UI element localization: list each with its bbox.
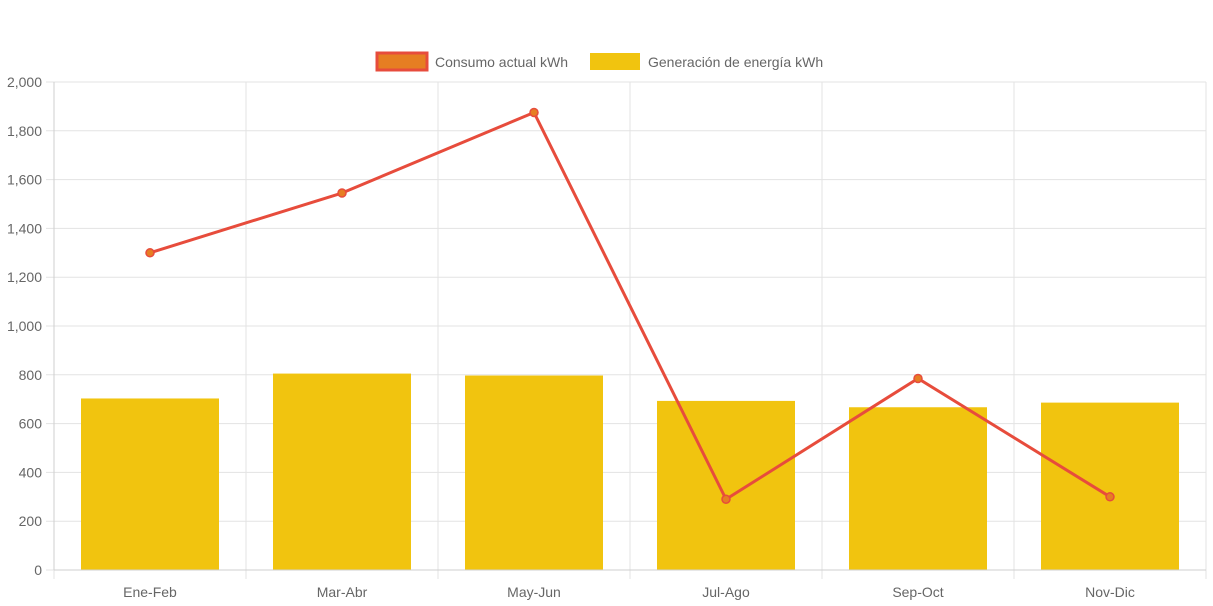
legend-item-bar[interactable]: Generación de energía kWh [590, 53, 823, 70]
axes: 0 200 400 600 800 1,000 1,200 1,400 1,600 1,800 2,… [7, 74, 1206, 600]
y-tick-label: 600 [19, 416, 43, 432]
legend-item-line[interactable]: Consumo actual kWh [375, 51, 568, 72]
y-tick-label: 1,400 [7, 220, 42, 236]
line-point-nov-dic[interactable] [1105, 492, 1115, 502]
bar-jul-ago[interactable] [657, 400, 795, 570]
bar-mar-abr[interactable] [273, 373, 411, 570]
line-point-may-jun[interactable] [529, 107, 539, 118]
line-point-ene-feb[interactable] [145, 248, 155, 258]
y-tick-label: 200 [19, 513, 43, 529]
legend[interactable]: Consumo actual kWh Generación de energía… [375, 51, 823, 72]
y-tick-label: 1,000 [7, 318, 42, 334]
x-tick-label: Ene-Feb [123, 584, 177, 600]
y-tick-label: 800 [19, 367, 43, 383]
bar-may-jun[interactable] [465, 375, 603, 570]
line-point-jul-ago[interactable] [721, 494, 731, 504]
x-tick-label: Nov-Dic [1085, 584, 1135, 600]
legend-label-line: Consumo actual kWh [435, 54, 568, 70]
legend-swatch-line [375, 51, 429, 72]
bar-sep-oct[interactable] [849, 407, 987, 570]
bar-nov-dic[interactable] [1041, 402, 1179, 570]
y-tick-label: 1,200 [7, 269, 42, 285]
x-tick-label: Mar-Abr [317, 584, 368, 600]
legend-label-bar: Generación de energía kWh [648, 54, 823, 70]
grid [46, 81, 1207, 579]
line-point-sep-oct[interactable] [913, 373, 923, 384]
y-tick-label: 1,800 [7, 123, 42, 139]
y-tick-label: 2,000 [7, 74, 42, 90]
legend-swatch-bar [590, 53, 640, 70]
bar-series [81, 373, 1179, 570]
x-tick-label: Jul-Ago [702, 584, 750, 600]
y-tick-label: 0 [34, 562, 42, 578]
y-tick-label: 1,600 [7, 172, 42, 188]
bar-ene-feb[interactable] [81, 398, 219, 570]
x-tick-label: May-Jun [507, 584, 561, 600]
x-tick-label: Sep-Oct [892, 584, 943, 600]
y-tick-label: 400 [19, 464, 43, 480]
consumption-line [149, 111, 1111, 501]
line-point-mar-abr[interactable] [337, 188, 347, 198]
line-series [145, 107, 1115, 504]
